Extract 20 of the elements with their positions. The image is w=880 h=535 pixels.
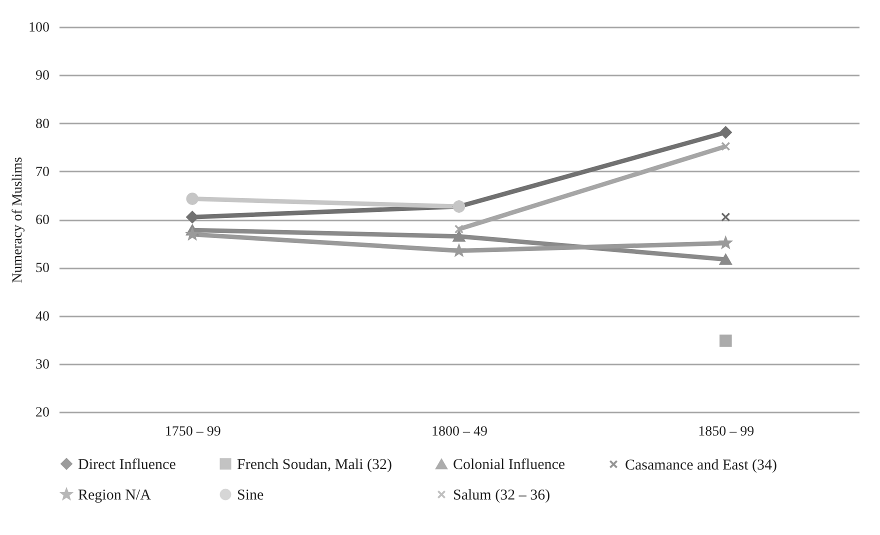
x-tick-label: 1800 – 49 (432, 424, 488, 440)
y-tick-label: 60 (36, 213, 50, 228)
y-tick-label: 90 (36, 68, 50, 84)
legend-label: Sine (237, 488, 264, 504)
y-tick-label: 70 (36, 164, 50, 180)
legend-label: Direct Influence (78, 456, 176, 473)
y-tick-label: 100 (28, 20, 50, 36)
legend-label: Casamance and East (34) (625, 457, 778, 474)
x-tick-label: 1750 – 99 (164, 424, 221, 440)
x-tick-label: 1850 – 99 (698, 424, 754, 440)
legend-label: Region N/A (78, 488, 152, 504)
y-axis-title: Numeracy of Muslims (10, 157, 26, 283)
legend-label: Salum (32 – 36) (453, 488, 550, 504)
y-tick-label: 20 (36, 406, 50, 420)
legend-label: French Soudan, Mali (32) (237, 456, 392, 473)
y-tick-label: 80 (36, 116, 50, 132)
legend-label: Colonial Influence (453, 457, 566, 474)
y-tick-label: 50 (36, 261, 50, 276)
y-tick-label: 30 (36, 357, 50, 372)
y-tick-label: 40 (36, 309, 50, 324)
